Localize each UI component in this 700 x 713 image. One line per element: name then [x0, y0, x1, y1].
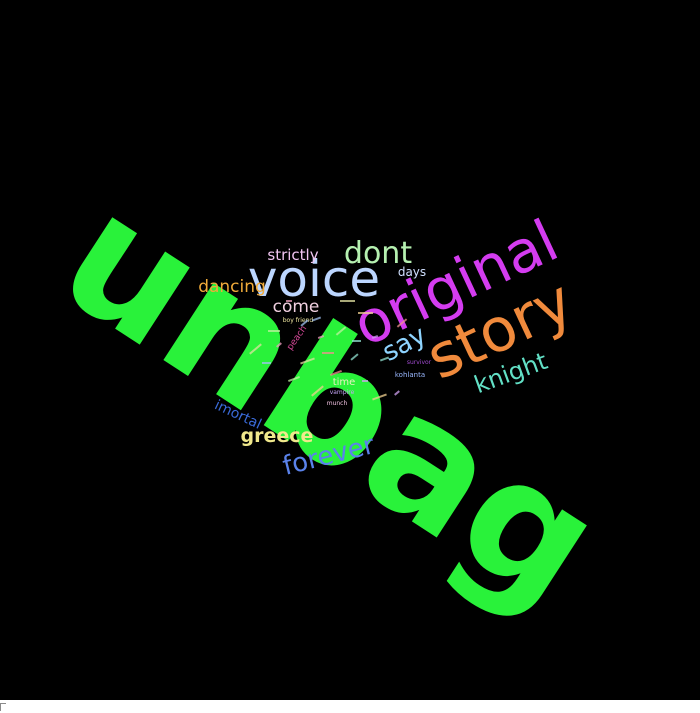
word-days: days — [397, 265, 427, 279]
filler-word-speck — [322, 352, 334, 354]
word-dancing: dancing — [198, 276, 266, 297]
word-survivor: survivor — [406, 359, 432, 366]
filler-word-speck — [286, 300, 292, 302]
filler-word-speck — [358, 312, 373, 314]
word-vampire: vampire — [329, 389, 355, 396]
filler-word-speck — [262, 362, 271, 364]
filler-word-speck — [268, 330, 280, 332]
word-time: time — [332, 377, 356, 388]
page-bottom-strip — [0, 700, 700, 713]
word-dont: dont — [343, 236, 413, 271]
filler-word-speck — [352, 340, 361, 342]
word-kohlanta: kohlanta — [394, 370, 426, 379]
word-greece: greece — [240, 424, 314, 447]
word-boy-friend: boy friend — [282, 317, 314, 324]
filler-word-speck — [340, 300, 355, 302]
word-come: come — [272, 296, 320, 317]
corner-bracket-icon — [0, 703, 6, 711]
filler-word-speck — [362, 380, 368, 382]
word-voice: voice — [247, 250, 381, 308]
word-strictly: strictly — [267, 245, 319, 264]
word-munch: munch — [326, 400, 348, 407]
